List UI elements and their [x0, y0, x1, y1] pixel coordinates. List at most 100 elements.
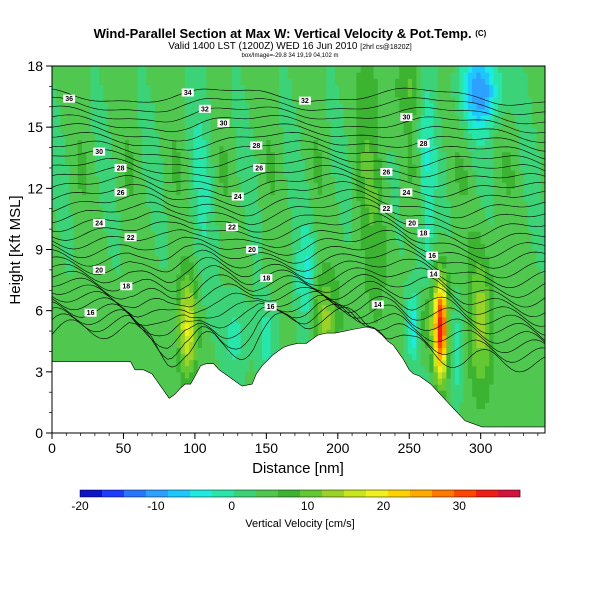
velocity-cell	[176, 237, 182, 244]
velocity-cell	[292, 66, 297, 73]
velocity-cell	[69, 225, 75, 232]
velocity-cell	[159, 114, 165, 122]
velocity-cell	[56, 114, 62, 122]
velocity-cell	[137, 316, 143, 324]
velocity-cell	[253, 182, 259, 189]
velocity-cell	[77, 139, 83, 147]
velocity-cell	[223, 72, 229, 79]
velocity-cell	[90, 353, 96, 361]
velocity-cell	[266, 139, 272, 147]
velocity-cell	[287, 151, 293, 159]
velocity-cell	[99, 66, 105, 73]
velocity-cell	[99, 231, 105, 238]
velocity-cell	[390, 304, 396, 312]
velocity-cell	[292, 127, 297, 134]
velocity-cell	[167, 212, 173, 220]
velocity-cell	[214, 96, 220, 104]
velocity-cell	[364, 200, 370, 208]
velocity-cell	[77, 335, 83, 342]
velocity-cell	[184, 273, 190, 281]
velocity-cell	[347, 163, 353, 171]
velocity-cell	[249, 163, 255, 171]
velocity-cell	[317, 237, 323, 244]
velocity-cell	[373, 194, 379, 202]
velocity-cell	[253, 108, 259, 116]
velocity-cell	[309, 72, 315, 79]
velocity-cell	[142, 200, 147, 208]
velocity-cell	[394, 231, 400, 238]
velocity-cell	[167, 347, 173, 355]
velocity-cell	[150, 286, 156, 293]
velocity-cell	[184, 66, 190, 73]
velocity-cell	[343, 121, 349, 128]
velocity-cell	[309, 261, 315, 269]
velocity-cell	[112, 176, 117, 183]
velocity-cell	[394, 341, 400, 348]
velocity-cell	[330, 261, 336, 269]
velocity-cell	[343, 212, 349, 220]
velocity-cell	[146, 292, 152, 300]
velocity-cell	[232, 121, 237, 128]
velocity-cell	[330, 176, 336, 183]
velocity-cell	[296, 133, 302, 140]
velocity-cell	[60, 322, 66, 330]
velocity-cell	[159, 371, 165, 379]
velocity-cell	[56, 280, 62, 287]
velocity-cell	[244, 114, 250, 122]
velocity-cell	[390, 292, 396, 300]
velocity-cell	[249, 176, 255, 183]
velocity-cell	[356, 286, 362, 293]
velocity-cell	[206, 273, 212, 281]
velocity-cell	[270, 243, 276, 251]
velocity-cell	[56, 310, 62, 318]
velocity-cell	[236, 273, 242, 281]
velocity-cell	[300, 90, 306, 98]
velocity-cell	[313, 157, 319, 165]
velocity-cell	[236, 72, 242, 79]
velocity-cell	[300, 329, 306, 336]
velocity-cell	[386, 96, 392, 104]
velocity-cell	[52, 151, 57, 159]
velocity-cell	[206, 194, 212, 202]
velocity-cell	[377, 206, 383, 214]
velocity-cell	[107, 72, 113, 79]
velocity-cell	[339, 182, 345, 189]
velocity-cell	[317, 72, 323, 79]
velocity-cell	[56, 212, 62, 220]
velocity-cell	[330, 316, 336, 324]
velocity-cell	[180, 335, 186, 342]
velocity-cell	[120, 322, 126, 330]
velocity-cell	[322, 133, 327, 140]
velocity-cell	[163, 255, 169, 263]
velocity-cell	[103, 298, 109, 306]
velocity-cell	[249, 84, 255, 92]
velocity-cell	[309, 243, 315, 251]
velocity-cell	[82, 114, 87, 122]
velocity-cell	[142, 90, 147, 98]
velocity-cell	[240, 261, 246, 269]
velocity-cell	[309, 206, 315, 214]
velocity-cell	[382, 182, 387, 189]
velocity-cell	[223, 169, 229, 177]
velocity-cell	[279, 145, 285, 153]
velocity-cell	[390, 108, 396, 116]
velocity-cell	[249, 96, 255, 104]
velocity-cell	[356, 194, 362, 202]
velocity-cell	[124, 353, 130, 361]
velocity-cell	[296, 108, 302, 116]
velocity-cell	[86, 139, 92, 147]
velocity-cell	[214, 261, 220, 269]
velocity-cell	[142, 310, 147, 318]
velocity-cell	[86, 169, 92, 177]
velocity-cell	[219, 206, 225, 214]
velocity-cell	[60, 206, 66, 214]
velocity-cell	[352, 200, 357, 208]
velocity-cell	[326, 310, 332, 318]
velocity-cell	[60, 133, 66, 140]
velocity-cell	[159, 359, 165, 367]
velocity-cell	[270, 114, 276, 122]
velocity-cell	[223, 316, 229, 324]
velocity-cell	[356, 145, 362, 153]
velocity-cell	[339, 114, 345, 122]
velocity-cell	[184, 249, 190, 257]
